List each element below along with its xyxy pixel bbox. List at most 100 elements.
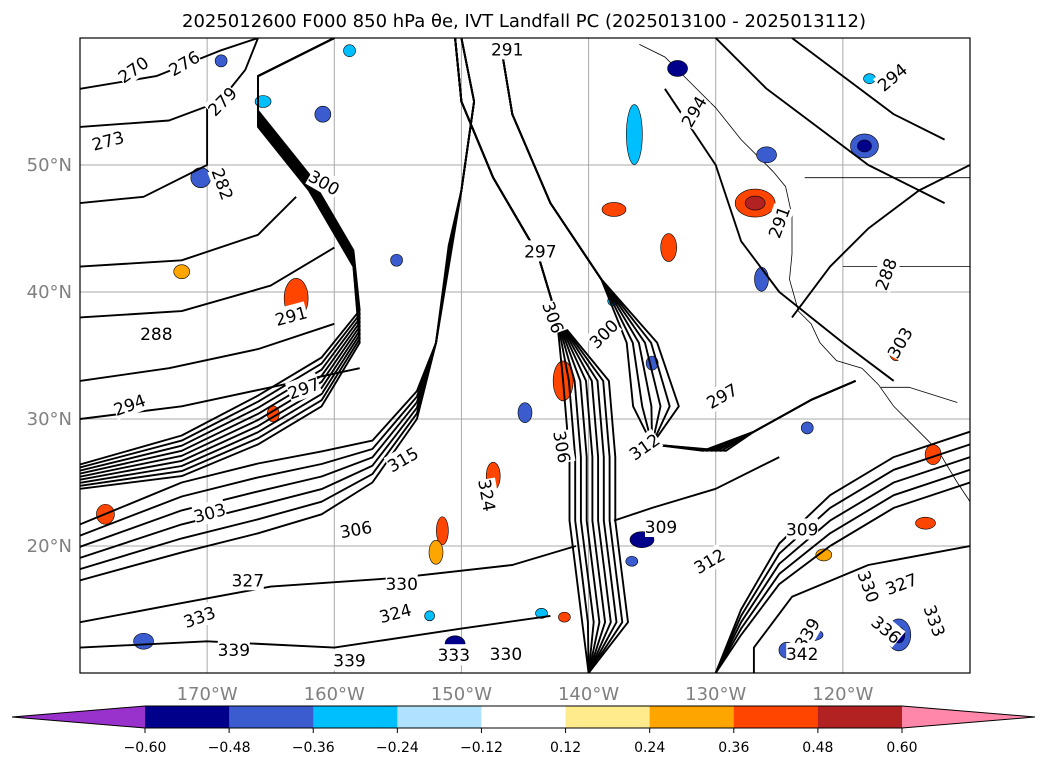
x-tick-label: 140°W bbox=[558, 684, 619, 705]
contour-label-bg bbox=[625, 428, 664, 465]
contour-label-bg bbox=[584, 314, 623, 353]
contour-label-bg bbox=[207, 165, 239, 203]
map-frame bbox=[79, 37, 971, 674]
x-tick-label: 160°W bbox=[304, 684, 365, 705]
contour-label: 339 bbox=[218, 639, 250, 661]
colorbar-tick-label: 0.60 bbox=[886, 740, 917, 756]
contour-label-text: 291 bbox=[491, 40, 523, 60]
theta-e-contour-line bbox=[714, 468, 970, 673]
contour-label: 327 bbox=[232, 569, 264, 591]
contour-label: 324 bbox=[473, 477, 501, 513]
contour-label-text: 330 bbox=[490, 645, 522, 665]
colorbar-tick-label: −0.12 bbox=[460, 740, 503, 756]
contour-label: 309 bbox=[645, 516, 677, 538]
x-tick-label: 170°W bbox=[177, 684, 238, 705]
colorbar-bin bbox=[313, 706, 398, 728]
contour-label: 342 bbox=[786, 642, 818, 665]
theta-e-contour-line bbox=[791, 38, 946, 141]
chart-title: 2025012600 F000 850 hPa θe, IVT Landfall… bbox=[182, 11, 866, 32]
contour-label-bg bbox=[285, 372, 323, 404]
ivt-pc-patch bbox=[424, 610, 435, 622]
contour-label-bg bbox=[489, 642, 522, 664]
x-tick-label: 130°W bbox=[685, 684, 746, 705]
theta-e-contour-line bbox=[791, 164, 970, 318]
colorbar-bin bbox=[733, 706, 819, 728]
contour-label-text: 333 bbox=[438, 646, 470, 666]
colorbar-bin bbox=[565, 706, 651, 728]
contour-label-bg bbox=[549, 429, 576, 465]
ivt-pc-patch bbox=[254, 95, 272, 108]
colorbar-tick-label: −0.24 bbox=[376, 740, 419, 756]
contour-label-bg bbox=[180, 601, 218, 632]
colorbar-tick-label: −0.36 bbox=[292, 740, 335, 756]
theta-e-contour-line bbox=[80, 101, 209, 205]
contour-label-bg bbox=[763, 203, 795, 241]
colorbar-bin bbox=[817, 706, 903, 728]
colorbar-tick-labels: −0.60 −0.48 −0.36 −0.24 −0.12 0.12 0.24 0.36 0.4… bbox=[124, 728, 918, 756]
contour-label-bg bbox=[385, 573, 418, 595]
theta-e-contour-line bbox=[613, 456, 780, 522]
theta-e-contour-line bbox=[80, 196, 297, 268]
ivt-pc-patch bbox=[625, 555, 639, 567]
contour-label-bg bbox=[203, 82, 241, 120]
colorbar-extend-high bbox=[902, 706, 1035, 728]
contour-label-bg bbox=[645, 516, 677, 537]
contour-label-text: 339 bbox=[218, 641, 250, 661]
contour-label-bg bbox=[89, 126, 127, 155]
contour-label-bg bbox=[383, 442, 422, 477]
colorbar-bin bbox=[397, 706, 482, 728]
contour-label-bg bbox=[882, 323, 917, 362]
theta-e-contour-line bbox=[80, 322, 335, 382]
ivt-pc-patch bbox=[857, 139, 872, 153]
contour-label-text: 327 bbox=[232, 571, 264, 591]
gridlines bbox=[80, 38, 970, 673]
contour-label-bg bbox=[338, 515, 374, 543]
contour-label-bg bbox=[873, 58, 912, 96]
contour-label-bg bbox=[333, 649, 366, 671]
ivt-pc-patch bbox=[173, 264, 191, 279]
contour-label-text: 288 bbox=[140, 325, 172, 345]
contour-label-bg bbox=[867, 611, 906, 648]
contour-label-bg bbox=[853, 567, 885, 606]
colorbar-tick-label: −0.60 bbox=[124, 740, 167, 756]
contour-label: 282 bbox=[207, 165, 239, 203]
contour-label: 330 bbox=[489, 642, 522, 665]
colorbar-extend-low bbox=[12, 706, 145, 728]
ivt-pc-patch bbox=[601, 202, 627, 217]
colorbar-bin bbox=[649, 706, 735, 728]
contour-label: 309 bbox=[786, 518, 818, 541]
ivt-pc-patch bbox=[390, 253, 403, 267]
contour-label-bg bbox=[191, 498, 228, 527]
contour-label-bg bbox=[140, 322, 173, 344]
contour-label-text: 297 bbox=[524, 242, 556, 262]
contour-label-bg bbox=[919, 602, 951, 640]
y-tick-label: 40°N bbox=[27, 282, 72, 303]
y-tick-label: 30°N bbox=[27, 409, 72, 430]
contour-label: 339 bbox=[333, 649, 366, 671]
ivt-pc-patch bbox=[343, 44, 356, 58]
contour-label-text: 330 bbox=[385, 575, 417, 595]
contour-label-text: 342 bbox=[786, 645, 818, 665]
contour-label-bg bbox=[231, 569, 264, 591]
theta-e-contour-line bbox=[664, 88, 895, 382]
ivt-pc-patch bbox=[133, 632, 154, 650]
x-axis-tick-labels: 170°W 160°W 150°W 140°W 130°W 120°W bbox=[177, 684, 874, 705]
theta-e-contour-line bbox=[715, 38, 946, 204]
contour-label-bg bbox=[524, 240, 557, 262]
ivt-pc-patch bbox=[436, 516, 449, 546]
contour-label: 294 bbox=[110, 389, 149, 421]
theta-e-contour-line bbox=[714, 456, 970, 673]
y-axis-tick-labels: 50°N 40°N 30°N 20°N bbox=[27, 155, 72, 557]
contour-label-bg bbox=[437, 644, 470, 666]
theta-e-contour-line bbox=[80, 38, 361, 466]
colorbar-tick-label: 0.12 bbox=[550, 740, 581, 756]
contour-label-bg bbox=[690, 543, 729, 578]
contour-label-bg bbox=[676, 92, 711, 131]
theta-e-contour-line bbox=[714, 481, 970, 673]
colorbar-tick-label: 0.36 bbox=[718, 740, 749, 756]
ivt-pc-patch bbox=[428, 540, 444, 565]
ivt-pc-patch bbox=[558, 611, 571, 623]
contour-label-bg bbox=[474, 477, 501, 513]
ivt-pc-patch bbox=[517, 402, 533, 423]
